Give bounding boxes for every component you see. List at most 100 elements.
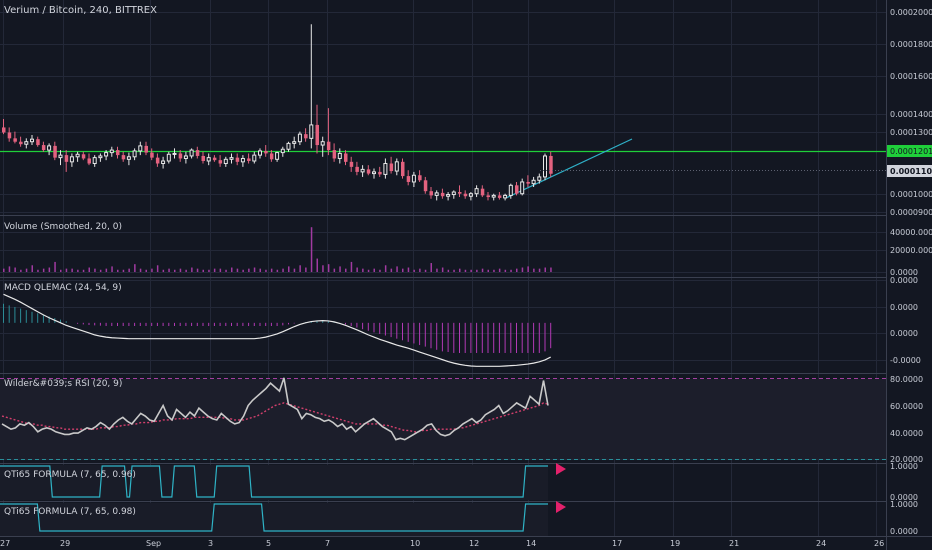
rsi-line: [1, 377, 549, 441]
volume-bar: [345, 268, 347, 272]
volume-bar: [139, 268, 142, 272]
candle-body: [58, 154, 63, 159]
candle-body: [98, 155, 103, 159]
candle-body: [406, 176, 411, 182]
volume-bar: [65, 268, 68, 272]
volume-bar: [162, 269, 165, 272]
volume-pane-title: Volume (Smoothed, 20, 0): [4, 222, 122, 232]
volume-bar: [168, 268, 170, 272]
candle-body: [13, 138, 17, 142]
candle-body: [126, 156, 131, 160]
qti2-pane-title: QTi65 FORMULA (7, 65, 0.98): [4, 507, 136, 517]
rsi-tick: 60.0000: [890, 402, 923, 411]
candle-body: [275, 152, 280, 160]
volume-bar: [60, 269, 62, 272]
volume-bar: [339, 266, 341, 272]
volume-bar: [77, 269, 79, 272]
candle-body: [195, 150, 200, 156]
volume-bar: [128, 268, 130, 272]
time-axis[interactable]: 27 29 Sep 3 5 7 10 12 14 17 19 21 24 26: [0, 539, 884, 548]
candle-body: [315, 124, 319, 146]
volume-bar: [533, 268, 535, 272]
volume-bar: [305, 267, 307, 272]
volume-bar: [231, 267, 233, 272]
candle-body: [543, 155, 547, 178]
candle-body: [355, 166, 359, 172]
qti1-signal-marker-icon: [556, 463, 566, 475]
candle-body: [87, 158, 91, 164]
candle-body: [320, 141, 325, 146]
macd-tick: 0.0000: [890, 303, 918, 312]
candle-body: [549, 155, 553, 174]
volume-bar: [464, 269, 467, 272]
volume-bar: [265, 269, 267, 272]
candle-body: [446, 194, 451, 197]
volume-bar: [310, 227, 313, 272]
candle-body: [81, 154, 86, 159]
volume-tick: 0.0000: [890, 268, 918, 277]
candle-body: [292, 141, 297, 144]
candle-body: [337, 152, 342, 159]
volume-bar: [14, 267, 16, 272]
candle-body: [218, 160, 223, 164]
candle-body: [418, 175, 422, 181]
candle-body: [69, 156, 74, 163]
candle-body: [463, 193, 468, 197]
volume-bar: [362, 268, 364, 272]
candle-body: [183, 155, 188, 159]
time-tick: 27: [0, 539, 10, 548]
volume-bar: [42, 268, 45, 272]
candle-body: [240, 157, 245, 163]
volume-bar: [99, 269, 102, 272]
candle-body: [144, 145, 148, 153]
candle-body: [344, 153, 348, 162]
candle-body: [411, 174, 416, 183]
volume-bar: [299, 265, 301, 272]
volume-bar: [504, 269, 507, 272]
candle-body: [24, 141, 29, 145]
time-tick: 7: [325, 539, 330, 548]
volume-bar: [493, 269, 495, 272]
volume-axis: 40000.0000 20000.0000 0.0000: [890, 228, 932, 277]
rsi-pane-title: Wilder&#039;s RSI (20, 9): [4, 379, 122, 389]
volume-bar: [487, 269, 489, 272]
macd-tick: -0.0000: [890, 356, 921, 365]
candle-body: [138, 145, 143, 152]
candle-body: [201, 155, 205, 161]
time-tick: 12: [469, 539, 479, 548]
macd-tick: 0.0000: [890, 276, 918, 285]
volume-bar: [322, 265, 324, 272]
volume-bar: [31, 265, 33, 272]
candle-body: [531, 179, 536, 185]
volume-bar: [481, 268, 484, 272]
volume-bar: [196, 268, 199, 272]
trend-line[interactable]: [505, 138, 633, 199]
macd-axis: 0.0000 0.0000 0.0000 -0.0000: [890, 276, 921, 365]
candle-body: [252, 154, 257, 162]
volume-bar: [441, 267, 444, 272]
qti2-line: [0, 503, 548, 532]
volume-bar: [191, 267, 193, 272]
volume-bar: [282, 268, 284, 272]
volume-bar: [219, 268, 222, 272]
volume-bar: [379, 269, 381, 272]
candle-body: [401, 161, 405, 177]
candle-body: [206, 157, 211, 162]
volume-bar: [122, 269, 125, 272]
volume-bar: [453, 269, 455, 272]
rsi-axis: 80.0000 60.0000 40.0000 20.0000: [890, 375, 923, 464]
qti2-tick: 0.0000: [890, 527, 918, 536]
candle-body: [332, 150, 337, 159]
volume-bar: [470, 269, 472, 272]
volume-tick: 40000.0000: [890, 228, 932, 237]
volume-bar: [225, 269, 227, 272]
qti1-line: [0, 465, 548, 498]
time-tick: 26: [874, 539, 884, 548]
volume-bar: [544, 267, 546, 272]
candle-body: [389, 163, 394, 172]
